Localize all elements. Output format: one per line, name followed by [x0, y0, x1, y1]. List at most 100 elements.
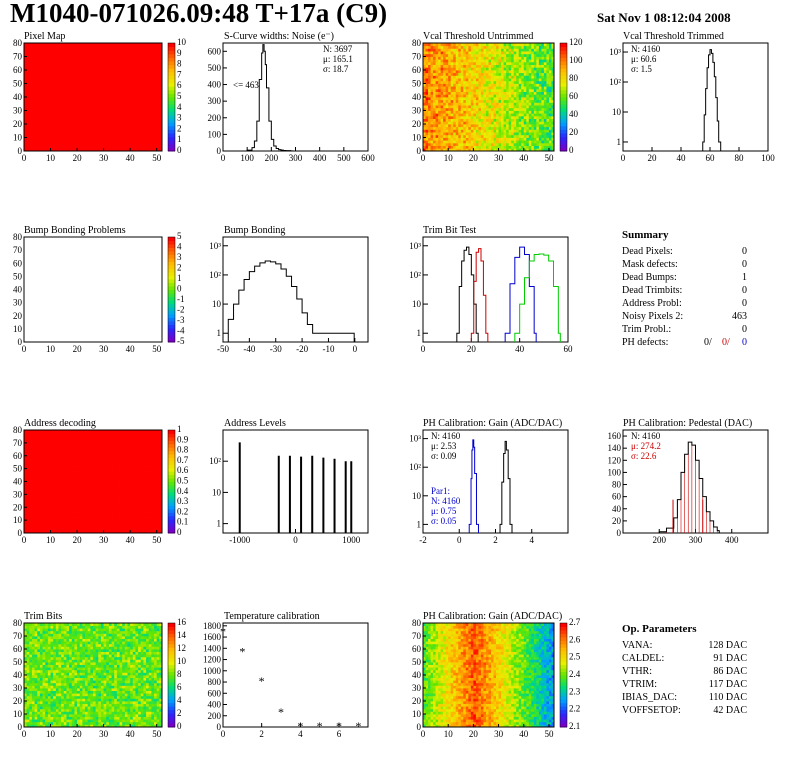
pixel_map-cell — [71, 64, 75, 68]
pixel_map-cell — [34, 83, 38, 87]
pixel_map-cell — [26, 113, 30, 117]
vcal_untrimmed-cell — [528, 99, 532, 103]
vcal_untrimmed-cell — [516, 113, 520, 117]
vcal_untrimmed-cell — [526, 75, 530, 79]
pixel_map-cell — [140, 132, 144, 136]
pixel_map-cell — [69, 102, 73, 106]
vcal_untrimmed-cell — [531, 72, 535, 76]
pixel_map-cell — [95, 53, 99, 57]
pixel_map-cell — [100, 132, 105, 136]
vcal_untrimmed-cell — [493, 53, 497, 57]
address_decoding-cell — [50, 471, 54, 475]
pixel_map-cell — [66, 78, 70, 82]
vcal_untrimmed-cell — [548, 45, 552, 49]
address_decoding-cell — [37, 484, 41, 488]
pixel_map-cell — [100, 56, 105, 60]
pixel_map-cell — [74, 59, 78, 63]
vcal_untrimmed-cell — [455, 118, 459, 122]
pixel_map-cell — [50, 88, 54, 92]
vcal_untrimmed-cell — [523, 78, 527, 82]
pixel_map-cell — [146, 137, 150, 141]
pixel_map-cell — [82, 91, 86, 95]
address_decoding-cell — [55, 442, 59, 446]
vcal_untrimmed-cell — [473, 134, 477, 138]
vcal_untrimmed-cell — [428, 70, 431, 74]
pixel_map-cell — [24, 140, 28, 144]
pixel_map-cell — [79, 78, 83, 82]
pixel_map-cell — [111, 142, 115, 146]
vcal_untrimmed-cell — [493, 102, 497, 106]
vcal_untrimmed-cell — [506, 126, 510, 130]
address_decoding-cell — [61, 448, 65, 451]
pixel_map-cell — [34, 70, 38, 74]
vcal_untrimmed-cell — [453, 88, 457, 92]
address_decoding-cell — [47, 460, 51, 464]
pixel_map-ztick-label: 2 — [177, 123, 182, 133]
pixel_map-cell — [130, 132, 134, 136]
vcal_untrimmed-cell — [511, 102, 515, 106]
vcal_untrimmed-cell — [551, 148, 555, 152]
pixel_map-cell — [159, 121, 163, 125]
pixel_map-cell — [74, 75, 78, 79]
vcal_untrimmed-cell — [458, 124, 462, 128]
vcal_untrimmed-cell — [455, 59, 459, 63]
vcal_untrimmed-cell — [468, 124, 472, 128]
pixel_map-cell — [58, 115, 62, 119]
pixel_map-cell — [138, 140, 142, 144]
vcal_untrimmed-cell — [523, 129, 527, 133]
address_decoding-cell — [31, 435, 36, 439]
vcal_untrimmed-cell — [428, 107, 431, 111]
pixel_map-cell — [90, 99, 94, 103]
pixel_map-cell — [98, 75, 102, 79]
vcal_untrimmed-cell — [548, 59, 552, 63]
pixel_map-cell — [39, 115, 43, 119]
address_decoding-cell — [34, 440, 38, 444]
pixel_map-cell — [85, 99, 89, 103]
pixel_map-cell — [29, 53, 33, 57]
pixel_map-cell — [45, 48, 49, 52]
pixel_map-cell — [55, 86, 59, 90]
pixel_map-cell — [130, 75, 134, 79]
address_decoding-cell — [47, 504, 51, 508]
pixel_map-cell — [66, 72, 70, 76]
vcal_untrimmed-cell — [433, 48, 436, 52]
pixel_map-cell — [95, 91, 99, 95]
address_decoding-cell — [45, 481, 49, 485]
pixel_map-cell — [61, 48, 65, 52]
vcal_untrimmed-cell — [531, 45, 535, 49]
pixel_map-cell — [111, 124, 115, 128]
address_decoding-cell — [58, 502, 62, 506]
vcal_untrimmed-cell — [470, 142, 474, 146]
pixel_map-cell — [108, 64, 112, 68]
pixel_map-cell — [66, 75, 70, 79]
pixel_map-cell — [100, 113, 105, 117]
pixel_map-cell — [143, 126, 147, 130]
pixel_map-cell — [69, 107, 73, 111]
pixel_map-cell — [135, 137, 139, 141]
vcal_untrimmed-cell — [511, 110, 515, 114]
vcal_untrimmed-cell — [531, 64, 535, 68]
vcal_untrimmed-cell — [516, 134, 520, 138]
vcal_untrimmed-cell — [433, 102, 436, 106]
pixel_map-cell — [151, 137, 155, 141]
vcal_untrimmed-cell — [528, 67, 532, 71]
pixel_map-cell — [61, 121, 65, 125]
address_decoding-cell — [50, 494, 54, 498]
address_decoding-cell — [50, 496, 54, 500]
vcal_untrimmed-cell — [536, 61, 540, 65]
vcal_untrimmed-cell — [425, 145, 429, 149]
vcal_untrimmed-cell — [496, 80, 499, 84]
vcal_untrimmed-cell — [423, 94, 426, 98]
address_decoding-cell — [50, 486, 54, 490]
vcal_untrimmed-cell — [468, 97, 472, 101]
vcal_untrimmed-cell — [488, 126, 492, 130]
vcal_untrimmed-cell — [536, 45, 540, 49]
pixel_map-cell — [114, 145, 118, 149]
vcal_untrimmed-cell — [445, 61, 449, 65]
vcal_untrimmed-cell — [546, 97, 550, 101]
pixel_map-cell — [138, 145, 142, 149]
vcal_untrimmed-cell — [526, 113, 530, 117]
vcal_untrimmed-cell — [548, 124, 552, 128]
pixel_map-cell — [148, 56, 152, 60]
pixel_map-cell — [114, 140, 118, 144]
